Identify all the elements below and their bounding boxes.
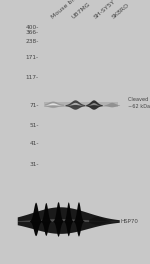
Text: HSP70: HSP70 (120, 219, 138, 224)
Text: 41-: 41- (29, 141, 39, 146)
Text: 366-: 366- (26, 30, 39, 35)
Text: Mouse brain: Mouse brain (50, 0, 83, 20)
Text: 400-: 400- (25, 25, 39, 30)
Text: SK8RO: SK8RO (111, 2, 131, 20)
Text: 117-: 117- (26, 75, 39, 80)
Text: 238-: 238- (25, 39, 39, 44)
Text: SH-SY5Y: SH-SY5Y (93, 0, 117, 20)
Text: Cleaved HTT
~62 kDa: Cleaved HTT ~62 kDa (128, 97, 150, 109)
Text: U87MG: U87MG (71, 1, 91, 20)
Text: 51-: 51- (29, 122, 39, 128)
Text: 31-: 31- (29, 162, 39, 167)
Text: 71-: 71- (29, 103, 39, 108)
Text: 171-: 171- (26, 55, 39, 60)
